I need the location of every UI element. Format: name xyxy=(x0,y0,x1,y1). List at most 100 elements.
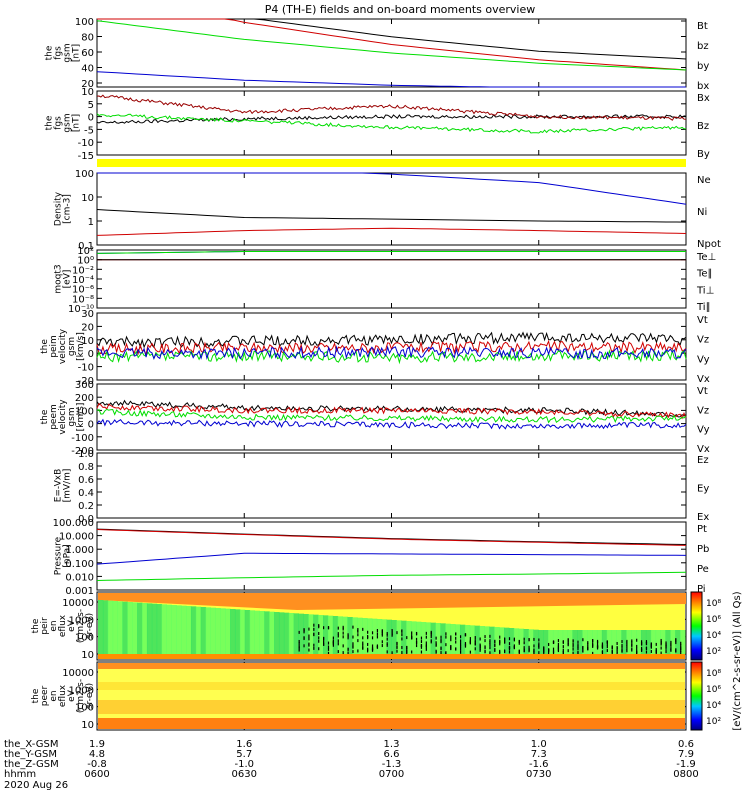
time-axis-value: 0600 xyxy=(84,769,109,780)
spectrogram-speckle xyxy=(616,651,618,655)
spectrogram-speckle xyxy=(396,649,398,653)
spectrogram-speckle xyxy=(332,640,334,644)
spectrogram-column xyxy=(430,622,437,654)
y-tick-label: 40 xyxy=(81,64,94,75)
spectrogram-speckle xyxy=(484,649,486,653)
spectrogram-speckle xyxy=(557,642,560,646)
y-tick-label: 10000 xyxy=(62,598,94,609)
spectrogram-column xyxy=(112,601,119,654)
colorbar-label: [eV/(cm^2-s-sr-eV)] (All Qs) xyxy=(732,591,743,730)
legend-label: Ez xyxy=(697,455,709,466)
spectrogram-speckle xyxy=(371,647,374,651)
spectrogram-speckle xyxy=(406,651,408,655)
y-axis-label-line: fgs xyxy=(54,116,64,130)
time-axis-row-label: the_Y-GSM xyxy=(4,749,57,760)
spectrogram-speckle xyxy=(577,647,579,651)
spectrogram-speckle xyxy=(680,643,682,647)
legend-label: Vy xyxy=(697,425,710,436)
spectrogram-speckle xyxy=(332,643,334,647)
spectrogram-column xyxy=(435,623,441,654)
spectrogram-speckle xyxy=(538,645,540,649)
quality-flag-bar xyxy=(97,159,686,167)
spectrogram-speckle xyxy=(367,647,369,651)
series-line-Pb xyxy=(96,529,687,546)
spectrogram-column xyxy=(415,621,422,654)
spectrogram-speckle xyxy=(342,644,344,648)
spectrogram-column xyxy=(420,622,427,654)
spectrogram-column xyxy=(132,602,138,654)
spectrogram-speckle xyxy=(357,639,359,643)
y-axis-label-line: peem xyxy=(49,404,59,430)
spectrogram-speckle xyxy=(548,648,550,652)
spectrogram-speckle xyxy=(489,643,491,647)
spectrogram-speckle xyxy=(479,645,481,649)
spectrogram-column xyxy=(308,614,314,654)
spectrogram-speckle xyxy=(459,635,462,639)
spectrogram-speckle xyxy=(636,638,638,642)
y-tick-label: 0.1 xyxy=(78,241,94,252)
spectrogram-speckle xyxy=(308,627,310,631)
spectrogram-speckle xyxy=(606,642,608,646)
spectrogram-column xyxy=(156,604,163,654)
spectrogram-column xyxy=(249,610,256,654)
spectrogram-speckle xyxy=(621,643,623,647)
y-tick-label: 0.001 xyxy=(65,586,94,597)
spectrogram-speckle xyxy=(440,646,442,650)
spectrogram-speckle xyxy=(645,647,648,651)
series-line-bz xyxy=(97,18,687,71)
y-axis-label-line: the xyxy=(45,115,55,130)
y-tick-label: 1 xyxy=(88,217,94,228)
spectrogram-speckle xyxy=(582,649,584,653)
panel-9: 10000 1000 100 10 the peir en eflux eV (cm2-s-sr-… xyxy=(31,591,687,661)
y-tick-label: 10⁻⁸ xyxy=(72,294,94,305)
spectrogram-column xyxy=(230,609,236,654)
spectrogram-speckle xyxy=(425,647,427,651)
legend-label: Vx xyxy=(697,444,710,455)
spectrogram-speckle xyxy=(538,651,540,655)
spectrogram-band xyxy=(98,700,685,714)
spectrogram-speckle xyxy=(337,639,339,643)
spectrogram-speckle xyxy=(440,640,442,644)
legend-label: Ti∥ xyxy=(696,302,711,313)
y-axis-label-line: [mV/m] xyxy=(63,469,73,503)
spectrogram-speckle xyxy=(308,634,310,638)
spectrogram-column xyxy=(313,614,319,654)
spectrogram-speckle xyxy=(298,642,300,646)
panel-6: 300 200 100 0 -100 -200 the peem velocity gsm [km/… xyxy=(40,380,710,457)
date-label: 2020 Aug 26 xyxy=(4,780,68,791)
spectrogram-column xyxy=(107,600,114,654)
spectrogram xyxy=(98,593,686,659)
spectrogram-column xyxy=(215,608,221,654)
spectrogram-band xyxy=(98,682,685,690)
y-tick-label: 100 xyxy=(75,17,94,28)
y-axis-label-line: [km/s] xyxy=(76,332,86,361)
spectrogram-column xyxy=(567,630,573,654)
y-tick-label: 0.6 xyxy=(78,475,94,486)
spectrogram-column xyxy=(606,630,613,654)
legend-label: Ni xyxy=(697,207,707,218)
spectrogram-speckle xyxy=(455,636,457,640)
spectrogram-speckle xyxy=(665,644,667,648)
spectrogram-speckle xyxy=(376,635,379,639)
colorbar-1: 10⁸ 10⁶ 10⁴ 10² xyxy=(690,591,721,661)
spectrogram-speckle xyxy=(420,640,423,644)
y-axis-label-line: Pressure xyxy=(54,536,64,575)
series-line-Vx xyxy=(96,418,687,430)
spectrogram-speckle xyxy=(396,645,398,649)
spectrogram-speckle xyxy=(499,651,501,655)
spectrogram-speckle xyxy=(313,646,315,650)
spectrogram-column xyxy=(98,600,104,654)
spectrogram-speckle xyxy=(631,643,633,647)
spectrogram-speckle xyxy=(523,637,525,641)
spectrogram-speckle xyxy=(484,645,486,649)
spectrogram-speckle xyxy=(474,642,476,646)
y-axis-label-line: [nPa] xyxy=(63,544,73,567)
y-axis-label-line: the xyxy=(40,409,50,424)
spectrogram-band-high xyxy=(98,663,685,669)
spectrogram-speckle xyxy=(660,640,662,644)
spectrogram-speckle xyxy=(401,637,403,641)
spectrogram-speckle xyxy=(367,642,369,646)
spectrogram-speckle xyxy=(362,636,364,640)
spectrogram-speckle xyxy=(572,639,574,643)
spectrogram-column xyxy=(587,630,593,654)
